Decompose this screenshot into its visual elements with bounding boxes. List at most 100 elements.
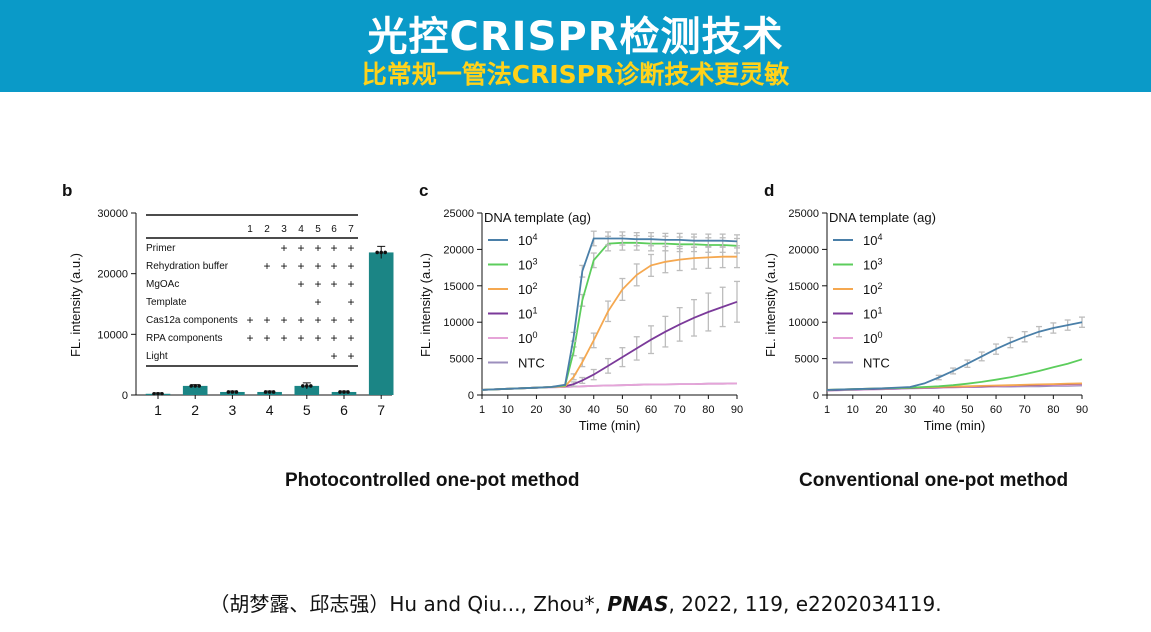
legend-label: NTC: [518, 356, 545, 371]
legend-label: 102: [518, 281, 537, 297]
table-row-label: Template: [146, 297, 187, 308]
x-tick-label-d: 1: [824, 404, 830, 416]
data-point: [152, 391, 156, 396]
x-tick-label-b: 7: [377, 402, 385, 418]
y-axis-label-d: FL. intensity (a.u.): [763, 253, 778, 357]
y-tick-label-d: 20000: [788, 244, 819, 256]
table-mark: +: [330, 259, 337, 273]
citation-journal: PNAS: [607, 592, 669, 616]
table-mark: +: [347, 259, 354, 273]
table-row-label: Rehydration buffer: [146, 261, 229, 272]
x-tick-label-d: 10: [847, 404, 859, 416]
table-mark: +: [280, 313, 287, 327]
data-point: [230, 390, 235, 394]
table-mark: +: [280, 241, 287, 255]
y-tick-label-c: 10000: [443, 317, 474, 329]
data-point: [342, 390, 346, 394]
data-point: [383, 250, 388, 255]
x-tick-label-d: 90: [1076, 404, 1088, 416]
table-mark: +: [280, 331, 287, 345]
table-mark: +: [297, 259, 304, 273]
x-tick-label-d: 50: [961, 404, 973, 416]
table-header-cell: 3: [281, 224, 287, 235]
legend-label: NTC: [863, 356, 890, 371]
y-tick-label-b: 0: [122, 390, 128, 402]
x-tick-label-b: 2: [191, 402, 199, 418]
x-tick-label-d: 60: [990, 404, 1002, 416]
y-tick-label-d: 10000: [788, 317, 819, 329]
table-mark: +: [280, 259, 287, 273]
table-mark: +: [314, 295, 321, 309]
x-tick-label-b: 1: [154, 402, 162, 418]
table-mark: +: [347, 241, 354, 255]
table-mark: +: [314, 259, 321, 273]
legend-label: 103: [863, 257, 882, 273]
series-line: [826, 321, 1083, 391]
bar: [182, 385, 208, 395]
legend-label: 102: [863, 281, 882, 297]
data-point: [189, 384, 193, 388]
x-tick-label-c: 80: [702, 404, 714, 416]
citation: （胡梦露、邱志强）Hu and Qiu..., Zhou*, PNAS, 202…: [0, 588, 1151, 617]
x-tick-label-c: 30: [559, 404, 571, 416]
table-row-label: MgOAc: [146, 279, 179, 290]
data-point: [267, 390, 272, 394]
bar: [368, 252, 394, 395]
table-mark: +: [297, 313, 304, 327]
legend-label: 104: [863, 232, 882, 248]
table-mark: +: [314, 277, 321, 291]
x-tick-label-c: 40: [588, 404, 600, 416]
legend-label: 101: [863, 306, 882, 322]
legend-label: 103: [518, 257, 537, 273]
y-axis-label-c: FL. intensity (a.u.): [418, 253, 433, 357]
y-tick-label-d: 25000: [788, 208, 819, 220]
y-tick-label-d: 0: [813, 390, 819, 402]
table-mark: +: [347, 331, 354, 345]
data-point: [379, 250, 384, 255]
legend-title-c: DNA template (ag): [484, 210, 591, 225]
series-line: [481, 237, 738, 391]
caption-conventional: Conventional one-pot method: [799, 470, 1069, 491]
panel-label-b: b: [62, 181, 72, 200]
table-mark: +: [347, 349, 354, 363]
x-tick-label-b: 6: [340, 402, 348, 418]
table-mark: +: [347, 313, 354, 327]
x-tick-label-c: 50: [616, 404, 628, 416]
legend-exponent: 0: [877, 330, 882, 340]
y-tick-label-b: 10000: [97, 329, 128, 341]
data-point: [375, 250, 380, 255]
header-banner: 光控CRISPR检测技术 比常规一管法CRISPR诊断技术更灵敏: [0, 0, 1151, 92]
y-axis-label-b: FL. intensity (a.u.): [68, 253, 83, 357]
data-point: [338, 390, 342, 394]
x-tick-label-b: 4: [266, 402, 274, 418]
citation-details: , 2022, 119, e2202034119.: [668, 592, 942, 616]
table-mark: +: [330, 241, 337, 255]
caption-photocontrolled: Photocontrolled one-pot method: [285, 470, 580, 491]
x-tick-label-c: 10: [502, 404, 514, 416]
table-header-cell: 5: [315, 224, 321, 235]
y-tick-label-c: 0: [468, 390, 474, 402]
x-tick-label-b: 5: [303, 402, 311, 418]
table-mark: +: [314, 313, 321, 327]
legend-exponent: 1: [877, 306, 882, 316]
table-row-label: RPA components: [146, 333, 223, 344]
table-mark: +: [330, 277, 337, 291]
data-point: [309, 384, 313, 388]
data-point: [301, 384, 305, 388]
table-mark: +: [246, 313, 253, 327]
table-header-cell: 1: [247, 224, 253, 235]
x-tick-label-d: 30: [904, 404, 916, 416]
x-tick-label-c: 60: [645, 404, 657, 416]
table-mark: +: [297, 277, 304, 291]
table-header-cell: 6: [331, 224, 337, 235]
y-tick-label-c: 20000: [443, 244, 474, 256]
y-tick-label-c: 15000: [443, 281, 474, 293]
legend-exponent: 0: [532, 330, 537, 340]
data-point: [263, 390, 268, 394]
table-header-cell: 7: [348, 224, 354, 235]
x-tick-label-c: 70: [674, 404, 686, 416]
page-title: 光控CRISPR检测技术: [367, 14, 784, 60]
x-tick-label-d: 20: [875, 404, 887, 416]
table-mark: +: [314, 331, 321, 345]
